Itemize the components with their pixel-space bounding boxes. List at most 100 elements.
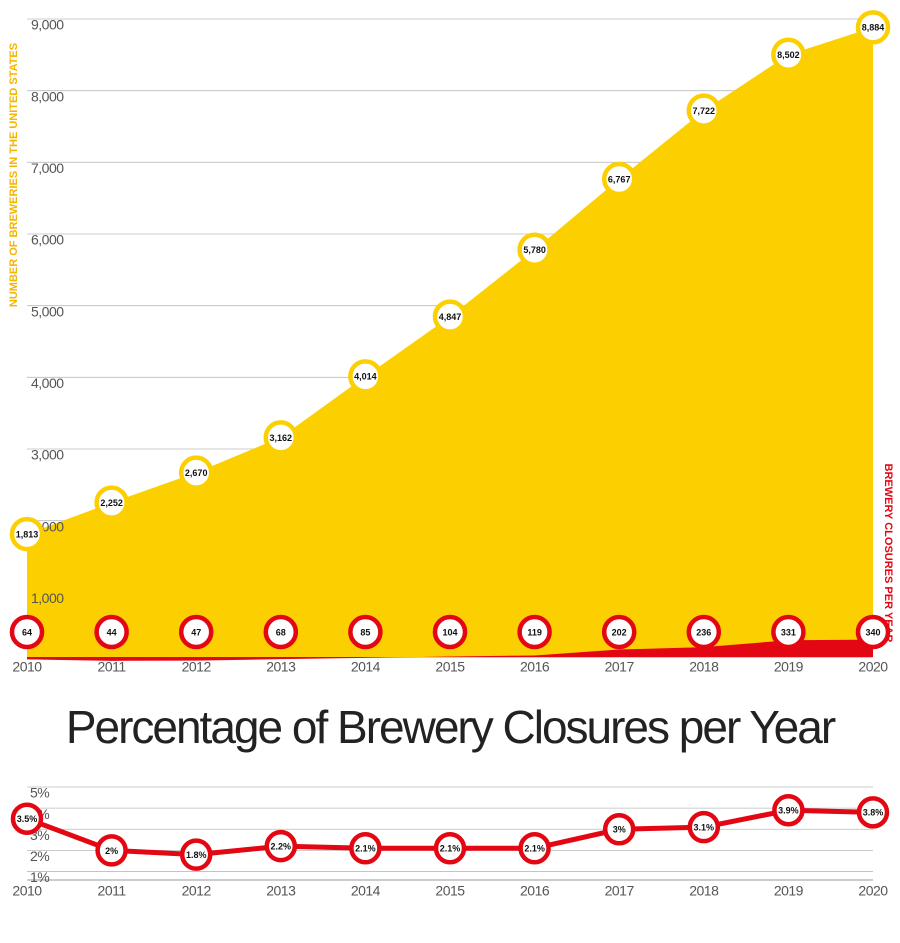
data-label: 4,014 <box>354 372 377 382</box>
data-label: 8,884 <box>862 23 885 33</box>
data-label: 44 <box>107 627 117 637</box>
x-tick-label: 2010 <box>12 659 42 675</box>
value-marker <box>855 614 891 650</box>
data-label: 64 <box>22 627 32 637</box>
x-tick-label: 2015 <box>435 883 465 899</box>
data-label: 47 <box>191 627 201 637</box>
data-label: 3.5% <box>17 814 38 824</box>
x-tick-label: 2012 <box>182 883 212 899</box>
chart-title: Percentage of Brewery Closures per Year <box>66 701 836 753</box>
y-tick-label: 2% <box>30 848 49 864</box>
x-tick-label: 2013 <box>266 883 296 899</box>
y-tick-label: 5% <box>30 785 49 801</box>
data-label: 7,722 <box>693 106 716 116</box>
data-label: 331 <box>781 627 796 637</box>
value-marker <box>432 299 468 334</box>
value-marker <box>602 813 636 846</box>
y-axis-label: NUMBER OF BREWERIES IN THE UNITED STATES <box>8 43 20 307</box>
data-label: 2.1% <box>440 844 461 854</box>
value-marker <box>263 614 299 650</box>
value-marker <box>686 614 722 650</box>
x-tick-label: 2012 <box>182 659 212 675</box>
x-tick-label: 2010 <box>12 883 42 899</box>
data-label: 3.8% <box>863 808 884 818</box>
area <box>27 639 873 661</box>
data-label: 2.2% <box>271 842 292 852</box>
value-marker <box>9 516 45 552</box>
x-tick-label: 2019 <box>774 883 804 899</box>
x-tick-label: 2013 <box>266 659 296 675</box>
data-label: 6,767 <box>608 174 631 184</box>
value-marker <box>94 614 129 650</box>
y-tick-label: 3,000 <box>31 447 64 463</box>
y-tick-label: 7,000 <box>31 160 64 176</box>
y-tick-label: 1% <box>30 869 49 885</box>
data-label: 2,670 <box>185 468 208 478</box>
value-marker <box>10 802 44 835</box>
x-tick-label: 2011 <box>98 883 127 899</box>
y-tick-label: 9,000 <box>31 17 64 33</box>
value-marker <box>686 93 722 128</box>
data-label: 2,252 <box>100 498 123 508</box>
data-label: 3.1% <box>694 823 715 833</box>
value-marker <box>94 485 129 520</box>
value-marker <box>178 614 214 650</box>
x-tick-label: 2017 <box>605 883 635 899</box>
data-label: 119 <box>527 627 542 637</box>
data-label: 3,162 <box>270 433 293 443</box>
data-label: 236 <box>696 627 711 637</box>
x-tick-label: 2014 <box>351 659 381 675</box>
value-marker <box>348 614 383 650</box>
data-label: 68 <box>276 627 286 637</box>
value-marker <box>263 420 299 455</box>
data-label: 104 <box>442 627 457 637</box>
value-marker <box>601 614 637 650</box>
value-marker <box>9 614 45 650</box>
value-marker <box>856 796 890 829</box>
value-marker <box>687 810 721 844</box>
value-marker <box>518 832 551 865</box>
value-marker <box>855 10 891 45</box>
x-tick-label: 2018 <box>689 883 719 899</box>
value-marker <box>432 614 468 650</box>
value-marker <box>517 614 552 650</box>
x-tick-label: 2020 <box>858 659 888 675</box>
data-label: 5,780 <box>523 245 546 255</box>
marks: 1,0002,0003,0004,0005,0006,0007,0008,000… <box>9 10 891 899</box>
x-tick-label: 2011 <box>98 659 127 675</box>
value-marker <box>771 614 806 650</box>
value-marker <box>95 834 128 867</box>
y-tick-label: 1,000 <box>31 590 64 606</box>
value-marker <box>772 794 805 827</box>
data-label: 85 <box>360 627 370 637</box>
y2-axis-label: BREWERY CLOSURES PER YEAR <box>882 464 894 643</box>
value-marker <box>349 832 382 865</box>
data-label: 2.1% <box>524 844 545 854</box>
x-tick-label: 2014 <box>351 883 381 899</box>
area <box>27 27 873 657</box>
data-label: 1,813 <box>16 529 39 539</box>
data-label: 2.1% <box>355 844 376 854</box>
data-label: 2% <box>105 846 118 856</box>
x-tick-label: 2020 <box>858 883 888 899</box>
x-tick-label: 2015 <box>435 659 465 675</box>
value-marker <box>771 37 806 72</box>
data-label: 340 <box>865 627 880 637</box>
data-label: 8,502 <box>777 50 800 60</box>
x-tick-label: 2017 <box>605 659 635 675</box>
x-tick-label: 2019 <box>774 659 804 675</box>
value-marker <box>178 455 214 490</box>
value-marker <box>348 359 383 394</box>
x-tick-label: 2016 <box>520 883 550 899</box>
value-marker <box>601 161 637 197</box>
value-marker <box>433 832 467 865</box>
y-tick-label: 6,000 <box>31 232 64 248</box>
value-marker <box>179 838 213 871</box>
data-label: 4,847 <box>439 312 462 322</box>
data-label: 3.9% <box>778 806 799 816</box>
x-tick-label: 2018 <box>689 659 719 675</box>
data-label: 202 <box>612 627 627 637</box>
data-label: 1.8% <box>186 850 207 860</box>
value-marker <box>264 829 298 863</box>
